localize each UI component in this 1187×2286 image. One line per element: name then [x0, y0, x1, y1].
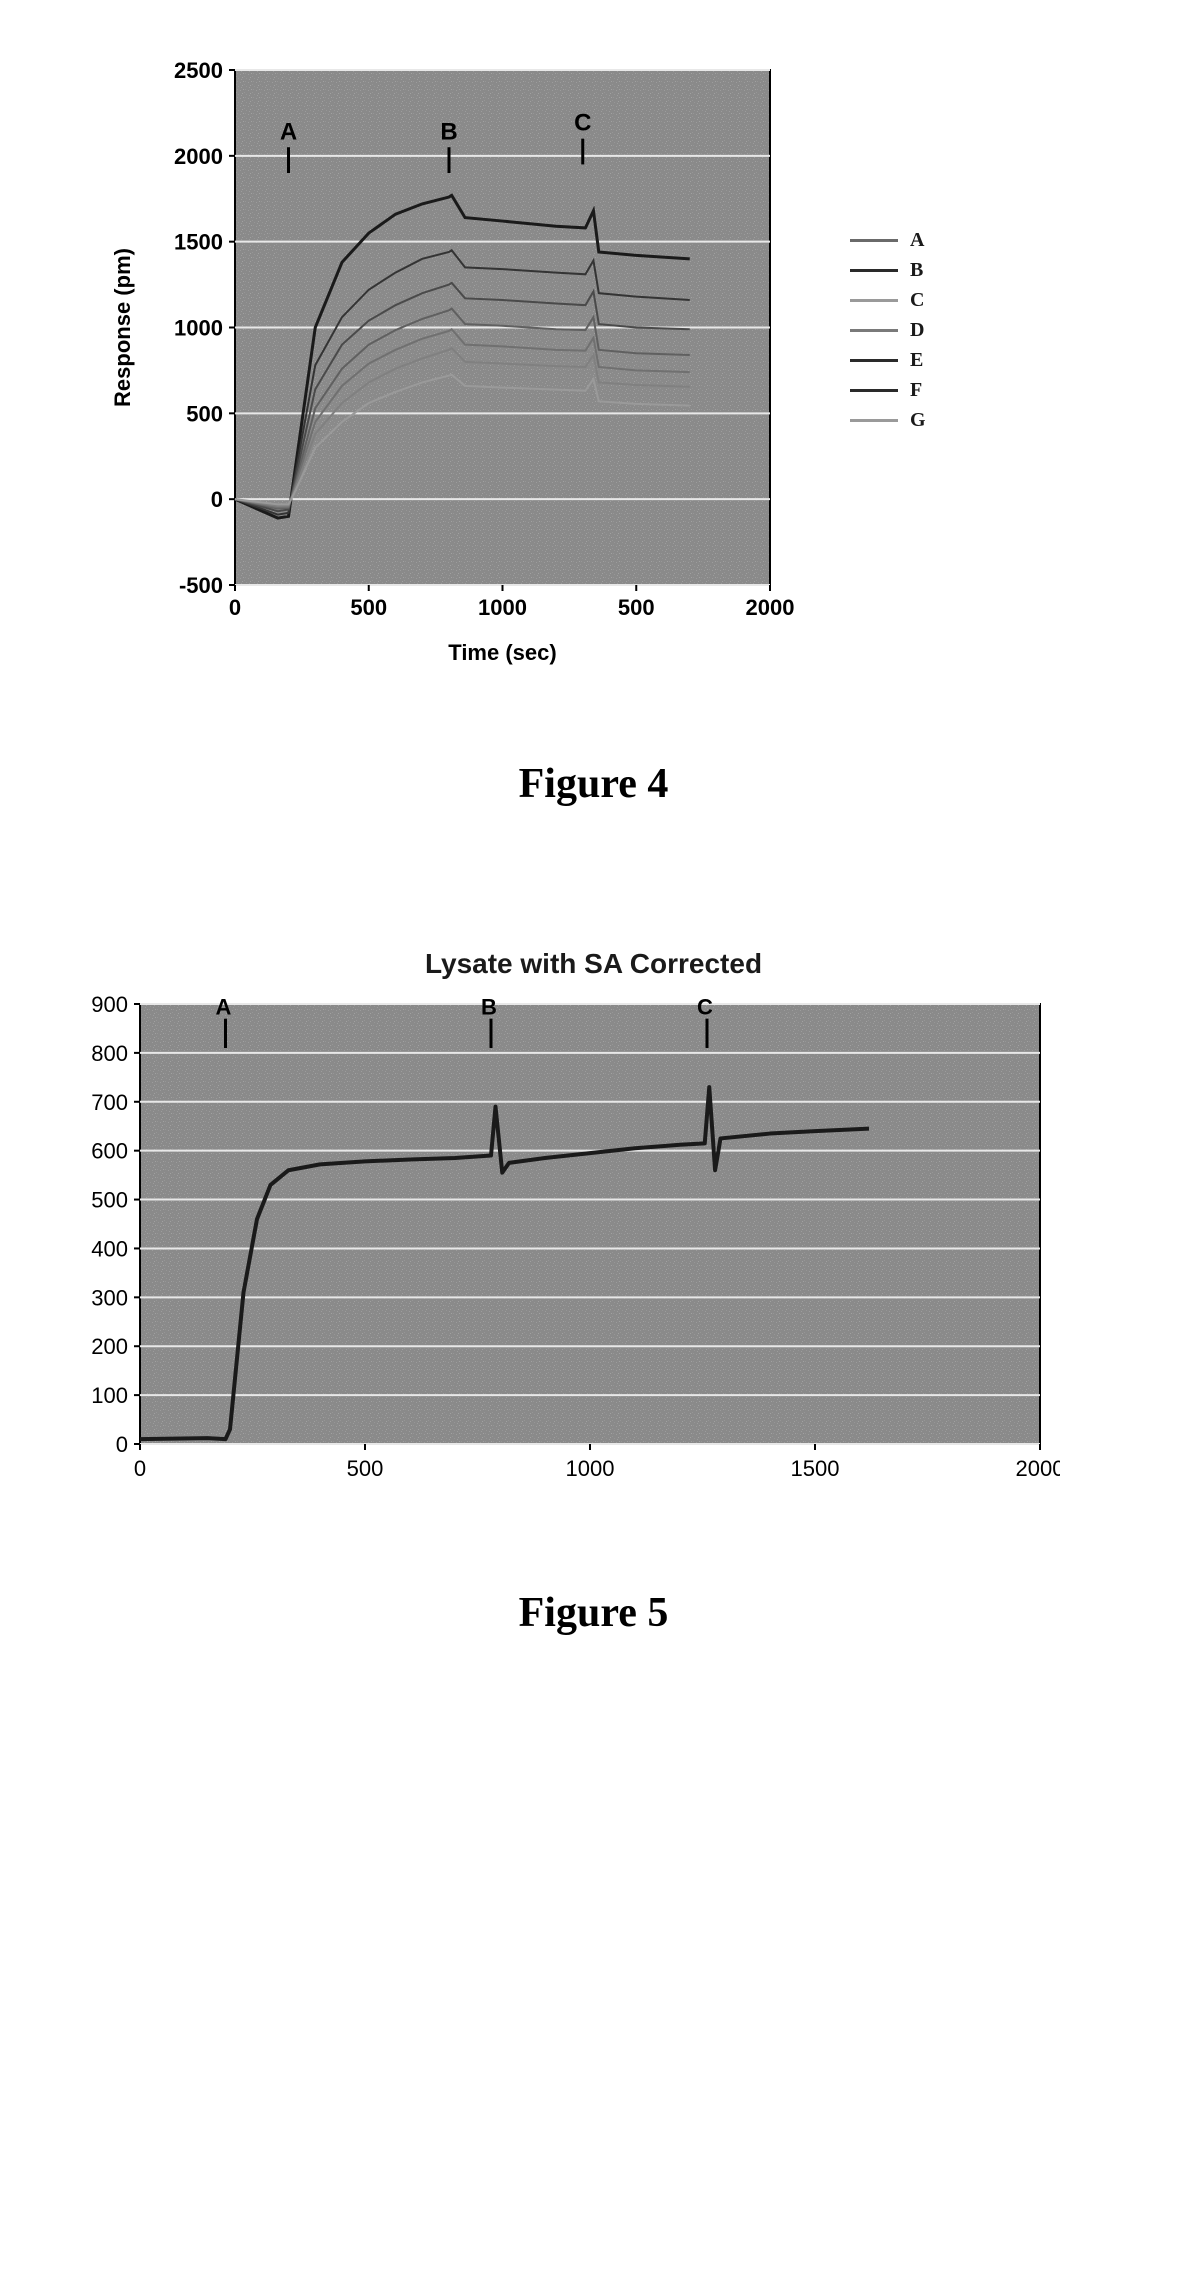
svg-text:100: 100	[91, 1383, 128, 1408]
figure-4-block: -50005001000150020002500050010005002000A…	[40, 40, 1147, 808]
svg-text:1000: 1000	[478, 595, 527, 620]
figure-4-chart-row: -50005001000150020002500050010005002000A…	[100, 40, 1147, 680]
figure-4-chart: -50005001000150020002500050010005002000A…	[100, 40, 800, 680]
svg-text:0: 0	[116, 1432, 128, 1457]
svg-text:800: 800	[91, 1041, 128, 1066]
svg-text:1500: 1500	[791, 1456, 840, 1481]
svg-text:2000: 2000	[174, 144, 223, 169]
figure-5-caption: Figure 5	[40, 1589, 1147, 1637]
svg-text:Time (sec): Time (sec)	[448, 640, 556, 665]
svg-text:B: B	[481, 995, 497, 1020]
legend-item: A	[850, 230, 926, 250]
legend-item: G	[850, 410, 926, 430]
svg-text:C: C	[697, 995, 713, 1020]
svg-text:B: B	[440, 118, 457, 145]
figure-5-chart: 0 100 200 300 400 500 600 700 800 900 0 500 1000 1500…	[60, 984, 1060, 1504]
svg-text:700: 700	[91, 1090, 128, 1115]
svg-text:900: 900	[91, 992, 128, 1017]
svg-text:2000: 2000	[746, 595, 795, 620]
svg-text:500: 500	[347, 1456, 384, 1481]
legend-item: D	[850, 320, 926, 340]
svg-text:0: 0	[211, 487, 223, 512]
svg-text:2000: 2000	[1016, 1456, 1060, 1481]
legend-item: F	[850, 380, 926, 400]
svg-text:C: C	[574, 110, 591, 137]
svg-text:A: A	[216, 995, 232, 1020]
svg-text:0: 0	[134, 1456, 146, 1481]
legend-item: E	[850, 350, 926, 370]
svg-text:400: 400	[91, 1236, 128, 1261]
svg-text:500: 500	[91, 1188, 128, 1213]
legend-item: C	[850, 290, 926, 310]
svg-text:-500: -500	[179, 573, 223, 598]
svg-text:500: 500	[350, 595, 387, 620]
svg-text:1500: 1500	[174, 230, 223, 255]
svg-text:1000: 1000	[174, 316, 223, 341]
svg-text:500: 500	[186, 401, 223, 426]
svg-text:300: 300	[91, 1285, 128, 1310]
svg-text:500: 500	[618, 595, 655, 620]
figure-5-title: Lysate with SA Corrected	[40, 948, 1147, 980]
figure-4-legend: ABCDEFG	[850, 230, 926, 430]
svg-text:A: A	[280, 118, 297, 145]
svg-text:1000: 1000	[566, 1456, 615, 1481]
figure-4-caption: Figure 4	[40, 760, 1147, 808]
svg-text:2500: 2500	[174, 58, 223, 83]
svg-text:0: 0	[229, 595, 241, 620]
legend-item: B	[850, 260, 926, 280]
svg-text:Response (pm): Response (pm)	[110, 248, 135, 407]
svg-text:600: 600	[91, 1139, 128, 1164]
figure-5-block: Lysate with SA Corrected 0 100 200 300 400 50…	[40, 948, 1147, 1637]
svg-text:200: 200	[91, 1334, 128, 1359]
